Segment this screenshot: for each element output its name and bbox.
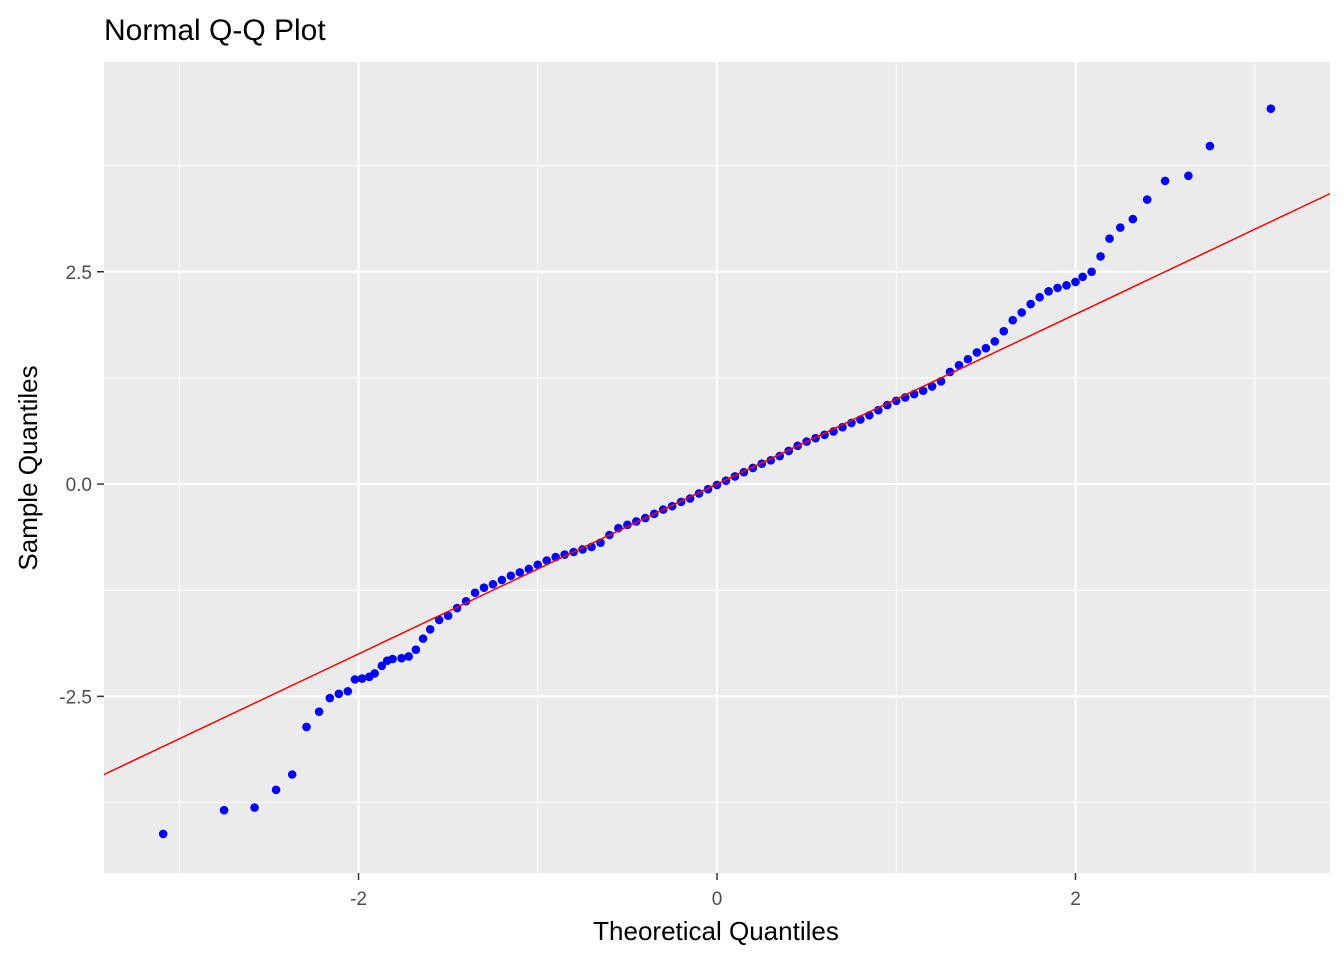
data-point	[287, 770, 297, 779]
data-point	[425, 624, 435, 634]
data-point	[1078, 272, 1087, 282]
data-point	[479, 583, 489, 592]
data-point	[219, 805, 229, 815]
data-point	[470, 588, 480, 598]
data-point	[370, 669, 379, 678]
data-point	[1017, 308, 1027, 317]
y-axis: -2.5 0.0 2.5	[59, 263, 104, 708]
data-point	[506, 571, 516, 581]
data-point	[533, 560, 543, 570]
data-point	[404, 652, 414, 661]
data-point	[1205, 141, 1215, 151]
y-tick-label: -2.5	[59, 687, 92, 708]
data-point	[411, 645, 421, 654]
data-point	[1105, 234, 1114, 243]
data-point	[1008, 315, 1018, 325]
data-point	[250, 803, 259, 812]
data-point	[1053, 283, 1062, 293]
data-point	[443, 611, 453, 620]
data-point	[434, 615, 444, 625]
data-point	[350, 675, 360, 684]
data-point	[343, 686, 353, 696]
data-point	[388, 654, 397, 664]
data-point	[1044, 286, 1053, 296]
data-point	[1160, 176, 1170, 186]
y-tick-label: 0.0	[66, 475, 92, 496]
data-point	[302, 722, 311, 732]
data-point	[963, 354, 973, 364]
x-tick-label: 0	[712, 889, 723, 910]
y-axis-title: Sample Quantiles	[13, 365, 43, 570]
x-tick-label: -2	[350, 889, 367, 910]
data-point	[927, 382, 937, 391]
x-tick-label: 2	[1070, 889, 1081, 910]
data-point	[314, 707, 324, 716]
data-point	[1071, 277, 1080, 287]
major-gridlines	[104, 62, 1330, 873]
data-point	[990, 337, 1000, 346]
data-point	[357, 674, 367, 683]
data-point	[271, 785, 281, 795]
x-axis-title: Theoretical Quantiles	[593, 916, 839, 946]
data-point	[1266, 104, 1276, 114]
data-point	[972, 348, 982, 357]
data-point	[325, 693, 335, 703]
reference-line	[103, 192, 1331, 776]
data-point	[1035, 292, 1044, 302]
data-point	[1096, 252, 1105, 261]
data-point	[158, 829, 168, 839]
data-point	[1062, 281, 1071, 290]
data-point	[377, 661, 387, 671]
data-point	[515, 568, 525, 577]
data-point	[488, 579, 498, 589]
data-point	[1128, 214, 1138, 224]
data-point	[1026, 299, 1035, 309]
data-point	[1142, 195, 1152, 204]
chart-title: Normal Q-Q Plot	[104, 14, 326, 47]
data-point	[999, 326, 1009, 336]
data-point	[497, 575, 507, 585]
data-point	[918, 386, 928, 395]
data-point	[981, 343, 991, 353]
data-point	[524, 564, 534, 574]
data-point	[1115, 223, 1125, 232]
data-point	[1087, 267, 1096, 277]
data-point	[954, 360, 964, 370]
data-point	[397, 653, 406, 663]
reference-line-layer	[103, 192, 1331, 776]
x-axis: -2 0 2	[350, 873, 1081, 910]
data-point	[1184, 171, 1193, 181]
data-point	[542, 556, 552, 565]
data-point	[334, 689, 344, 699]
y-tick-label: 2.5	[66, 263, 92, 284]
data-point	[418, 634, 428, 643]
